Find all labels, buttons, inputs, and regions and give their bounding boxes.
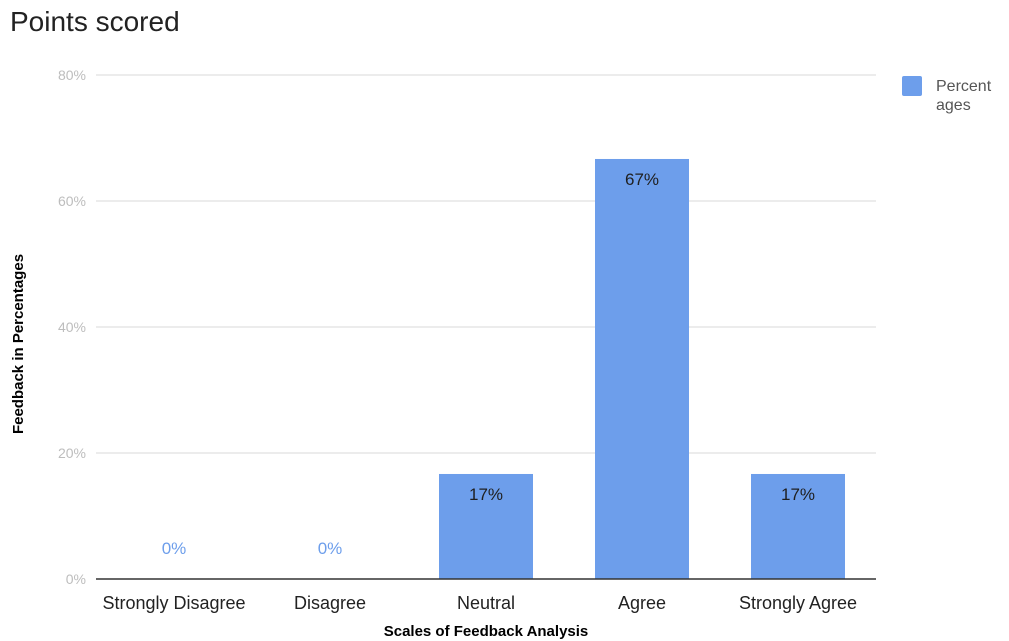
x-category-label: Strongly Agree bbox=[739, 593, 857, 613]
bar bbox=[751, 473, 845, 579]
x-category-label: Neutral bbox=[457, 593, 515, 613]
y-axis-ticks: 0% 20% 40% 60% 80% bbox=[58, 67, 86, 587]
y-tick-label: 0% bbox=[66, 571, 86, 587]
gridlines bbox=[96, 74, 876, 454]
legend-label-line-2: ages bbox=[936, 97, 971, 114]
x-category-label: Strongly Disagree bbox=[102, 593, 245, 613]
bar-value-label: 17% bbox=[469, 485, 503, 504]
bar-value-label: 17% bbox=[781, 485, 815, 504]
bar-value-label: 0% bbox=[318, 539, 343, 558]
legend-label-line-1: Percent bbox=[936, 78, 992, 95]
bars: 0% 0% 17% 67% 17% bbox=[162, 158, 845, 579]
bar bbox=[595, 158, 689, 579]
chart-title: Points scored bbox=[10, 6, 180, 37]
bar-value-label: 67% bbox=[625, 170, 659, 189]
legend: Percent ages bbox=[902, 76, 992, 114]
y-tick-label: 20% bbox=[58, 445, 86, 461]
bar bbox=[439, 473, 533, 579]
x-category-label: Disagree bbox=[294, 593, 366, 613]
bar-value-label: 0% bbox=[162, 539, 187, 558]
y-tick-label: 60% bbox=[58, 193, 86, 209]
x-axis-title: Scales of Feedback Analysis bbox=[384, 623, 589, 640]
x-category-label: Agree bbox=[618, 593, 666, 613]
y-tick-label: 40% bbox=[58, 319, 86, 335]
y-axis-title: Feedback in Percentages bbox=[10, 254, 27, 434]
x-axis-categories: Strongly Disagree Disagree Neutral Agree Str… bbox=[102, 593, 857, 613]
y-tick-label: 80% bbox=[58, 67, 86, 83]
legend-swatch bbox=[902, 76, 922, 96]
